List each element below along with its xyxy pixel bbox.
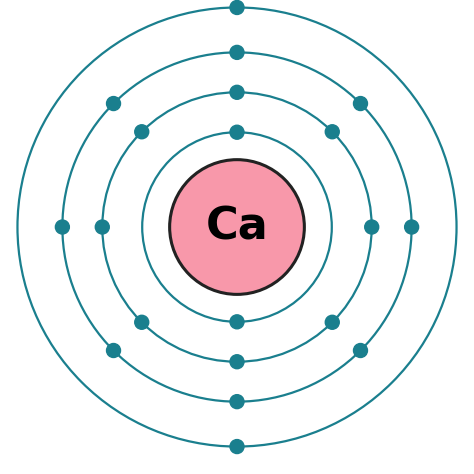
Circle shape <box>55 220 69 234</box>
Circle shape <box>107 97 120 110</box>
Text: Ca: Ca <box>206 206 268 248</box>
Circle shape <box>230 125 244 139</box>
Circle shape <box>354 344 367 357</box>
Circle shape <box>325 315 339 329</box>
Circle shape <box>230 439 244 454</box>
Circle shape <box>135 125 149 139</box>
Circle shape <box>135 315 149 329</box>
Circle shape <box>107 344 120 357</box>
Circle shape <box>230 46 244 59</box>
Circle shape <box>405 220 419 234</box>
Circle shape <box>230 395 244 409</box>
Circle shape <box>230 85 244 99</box>
Circle shape <box>170 160 304 294</box>
Circle shape <box>230 0 244 15</box>
Circle shape <box>325 125 339 139</box>
Circle shape <box>230 315 244 329</box>
Circle shape <box>365 220 379 234</box>
Circle shape <box>230 355 244 369</box>
Circle shape <box>95 220 109 234</box>
Circle shape <box>354 97 367 110</box>
